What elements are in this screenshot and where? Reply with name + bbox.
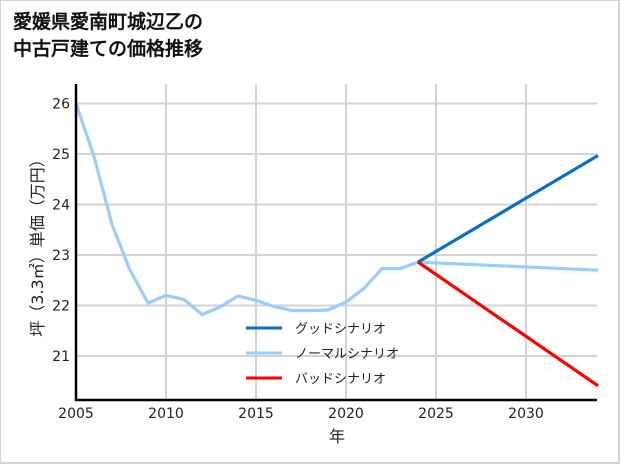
data-series	[74, 102, 599, 388]
chart-title-line1: 愛媛県愛南町城辺乙の	[13, 11, 204, 33]
series-line-bad	[417, 260, 599, 388]
legend-label-good: グッドシナリオ	[295, 322, 386, 337]
axes	[74, 84, 597, 402]
chart-title-line2: 中古戸建ての価格推移	[13, 38, 204, 60]
y-tick-label: 22	[52, 299, 70, 315]
x-tick-label: 2010	[148, 406, 184, 422]
y-tick-label: 24	[52, 198, 70, 214]
y-tick-label: 21	[52, 349, 70, 365]
y-tick-label: 26	[52, 97, 70, 113]
x-tick-label: 2020	[328, 406, 364, 422]
x-tick-label: 2030	[508, 406, 544, 422]
x-axis-label: 年	[329, 427, 345, 446]
chart-title: 愛媛県愛南町城辺乙の 中古戸建ての価格推移	[13, 9, 203, 63]
legend-label-normal: ノーマルシナリオ	[295, 347, 399, 362]
x-tick-label: 2005	[58, 406, 94, 422]
gridlines	[76, 84, 597, 400]
legend-label-bad: バッドシナリオ	[295, 372, 386, 387]
x-tick-label: 2015	[238, 406, 274, 422]
y-tick-label: 25	[52, 147, 70, 163]
y-axis-label: 坪（3.3㎡）単価（万円）	[28, 151, 47, 336]
series-line-normal	[74, 102, 599, 317]
tick-labels: 21 22 23 24 25 26 2005 2010 2015 2020 2025 2030	[52, 97, 544, 423]
x-tick-label: 2025	[418, 406, 454, 422]
series-line-good	[417, 154, 599, 264]
y-tick-label: 23	[52, 248, 70, 264]
